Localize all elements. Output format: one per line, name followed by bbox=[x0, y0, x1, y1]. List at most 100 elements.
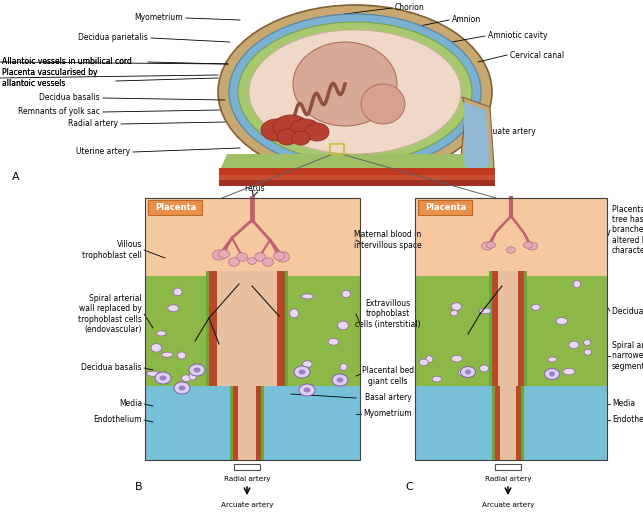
Ellipse shape bbox=[212, 250, 226, 260]
Ellipse shape bbox=[179, 386, 185, 390]
Text: Spiral arterial
wall replaced by
trophoblast cells
(endovascular): Spiral arterial wall replaced by trophob… bbox=[78, 294, 142, 334]
Polygon shape bbox=[521, 386, 524, 460]
Ellipse shape bbox=[465, 370, 471, 374]
Ellipse shape bbox=[556, 317, 568, 325]
Ellipse shape bbox=[229, 14, 481, 170]
Polygon shape bbox=[277, 271, 285, 386]
Polygon shape bbox=[256, 386, 261, 460]
Polygon shape bbox=[230, 386, 233, 460]
Ellipse shape bbox=[174, 382, 190, 394]
Polygon shape bbox=[415, 386, 607, 460]
Text: Media: Media bbox=[119, 400, 142, 408]
Polygon shape bbox=[206, 271, 209, 281]
Ellipse shape bbox=[156, 331, 166, 336]
Ellipse shape bbox=[276, 252, 289, 262]
Polygon shape bbox=[221, 154, 493, 168]
Ellipse shape bbox=[419, 359, 428, 366]
Ellipse shape bbox=[228, 258, 239, 266]
Text: Extravillous
trophoblast
cells (interstitial): Extravillous trophoblast cells (intersti… bbox=[355, 299, 421, 329]
Ellipse shape bbox=[563, 369, 575, 375]
Text: Media: Media bbox=[612, 400, 635, 408]
Ellipse shape bbox=[342, 290, 350, 298]
Polygon shape bbox=[233, 386, 238, 460]
Ellipse shape bbox=[298, 370, 305, 374]
Polygon shape bbox=[285, 271, 288, 386]
Ellipse shape bbox=[547, 372, 556, 379]
Ellipse shape bbox=[218, 5, 492, 179]
Ellipse shape bbox=[458, 370, 469, 376]
Polygon shape bbox=[498, 271, 518, 386]
Ellipse shape bbox=[569, 341, 579, 348]
Ellipse shape bbox=[303, 361, 312, 368]
Ellipse shape bbox=[338, 321, 349, 330]
Polygon shape bbox=[524, 271, 527, 386]
Ellipse shape bbox=[480, 308, 491, 314]
Ellipse shape bbox=[155, 372, 171, 384]
Ellipse shape bbox=[549, 372, 555, 376]
Text: Radial artery: Radial artery bbox=[224, 476, 270, 482]
Polygon shape bbox=[145, 198, 360, 276]
Text: Placenta: Placenta bbox=[156, 204, 197, 212]
Ellipse shape bbox=[361, 84, 405, 124]
Text: Decidua basalis: Decidua basalis bbox=[39, 94, 100, 102]
Ellipse shape bbox=[248, 257, 257, 264]
Text: Fetus: Fetus bbox=[245, 184, 266, 193]
Ellipse shape bbox=[584, 340, 591, 345]
Ellipse shape bbox=[293, 42, 397, 126]
Ellipse shape bbox=[238, 22, 472, 162]
Ellipse shape bbox=[261, 119, 293, 141]
Text: Allantoic vessels in umbilical cord: Allantoic vessels in umbilical cord bbox=[2, 57, 132, 67]
Ellipse shape bbox=[147, 371, 159, 376]
Ellipse shape bbox=[545, 369, 559, 379]
Ellipse shape bbox=[262, 258, 273, 266]
Polygon shape bbox=[145, 276, 360, 386]
Text: Decidua basalis: Decidua basalis bbox=[82, 363, 142, 373]
Ellipse shape bbox=[523, 242, 532, 248]
Ellipse shape bbox=[299, 384, 315, 396]
Polygon shape bbox=[495, 386, 500, 460]
Ellipse shape bbox=[237, 253, 248, 261]
Ellipse shape bbox=[249, 30, 461, 154]
Ellipse shape bbox=[219, 250, 230, 258]
Ellipse shape bbox=[451, 310, 458, 316]
Polygon shape bbox=[219, 180, 495, 186]
Text: Uterine artery: Uterine artery bbox=[76, 147, 130, 157]
Polygon shape bbox=[285, 271, 288, 281]
Text: Myometrium: Myometrium bbox=[364, 409, 412, 418]
Ellipse shape bbox=[151, 344, 162, 352]
Ellipse shape bbox=[480, 365, 489, 372]
Polygon shape bbox=[489, 271, 492, 386]
Text: A: A bbox=[12, 172, 20, 182]
Text: Decidua parietalis: Decidua parietalis bbox=[78, 34, 148, 42]
Ellipse shape bbox=[189, 364, 205, 376]
Ellipse shape bbox=[302, 294, 313, 299]
Ellipse shape bbox=[273, 115, 309, 139]
Text: Remnants of yolk sac: Remnants of yolk sac bbox=[18, 108, 100, 116]
Polygon shape bbox=[500, 386, 516, 460]
Text: Arcuate artery: Arcuate artery bbox=[221, 502, 273, 508]
Text: Endothelium: Endothelium bbox=[612, 416, 643, 424]
Ellipse shape bbox=[273, 252, 284, 260]
Polygon shape bbox=[415, 198, 607, 276]
Polygon shape bbox=[217, 271, 277, 386]
Text: Radial artery: Radial artery bbox=[485, 476, 531, 482]
Ellipse shape bbox=[527, 242, 538, 250]
Ellipse shape bbox=[305, 123, 329, 141]
Ellipse shape bbox=[177, 352, 186, 359]
Polygon shape bbox=[145, 386, 360, 460]
Polygon shape bbox=[492, 271, 498, 386]
Text: Placenta vascularised by
allantoic vessels: Placenta vascularised by allantoic vesse… bbox=[2, 68, 98, 88]
Polygon shape bbox=[460, 97, 494, 177]
Ellipse shape bbox=[482, 242, 493, 250]
Ellipse shape bbox=[162, 352, 173, 357]
Ellipse shape bbox=[487, 242, 495, 248]
Text: Allantoic vessels in umbilical cord: Allantoic vessels in umbilical cord bbox=[2, 57, 132, 67]
Ellipse shape bbox=[460, 367, 476, 377]
Text: Placental bed
giant cells: Placental bed giant cells bbox=[362, 367, 414, 386]
Text: Placenta: Placenta bbox=[426, 204, 467, 212]
Ellipse shape bbox=[336, 377, 343, 383]
Ellipse shape bbox=[303, 388, 311, 392]
Ellipse shape bbox=[451, 355, 462, 362]
Polygon shape bbox=[238, 386, 256, 460]
Ellipse shape bbox=[332, 374, 348, 386]
